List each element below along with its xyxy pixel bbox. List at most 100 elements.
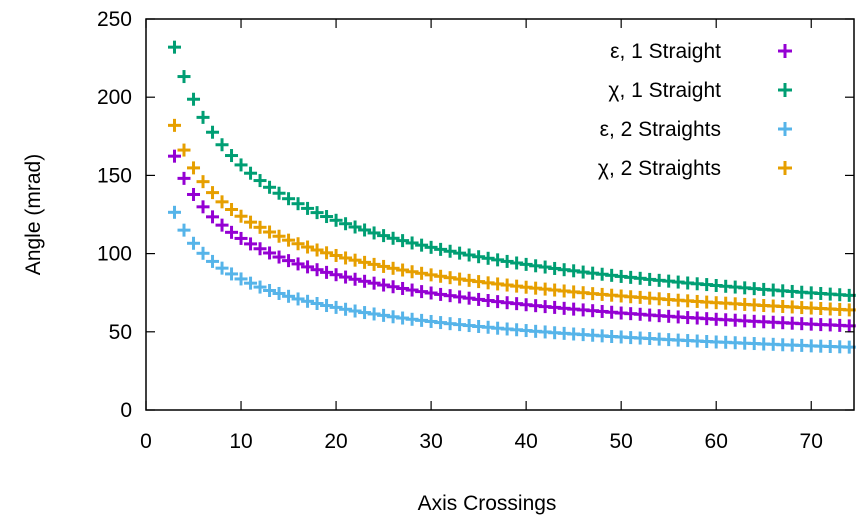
data-point bbox=[415, 266, 429, 280]
data-point bbox=[405, 265, 419, 279]
data-point bbox=[396, 234, 410, 248]
data-point bbox=[358, 255, 372, 269]
data-point bbox=[386, 231, 400, 245]
data-marks bbox=[168, 40, 856, 354]
data-point bbox=[453, 246, 467, 260]
data-point bbox=[310, 263, 324, 277]
data-point bbox=[225, 202, 239, 216]
data-point bbox=[234, 209, 248, 223]
data-point bbox=[367, 276, 381, 290]
data-point bbox=[301, 260, 315, 274]
data-point bbox=[253, 242, 267, 256]
data-point bbox=[291, 292, 305, 306]
data-point bbox=[177, 70, 191, 84]
data-point bbox=[206, 125, 220, 139]
data-point bbox=[282, 192, 296, 206]
data-point bbox=[234, 231, 248, 245]
data-point bbox=[396, 281, 410, 295]
data-point bbox=[263, 284, 277, 298]
data-point bbox=[329, 300, 343, 314]
data-point bbox=[301, 240, 315, 254]
data-point bbox=[310, 243, 324, 257]
x-axis-label: Axis Crossings bbox=[418, 492, 557, 515]
data-point bbox=[377, 259, 391, 273]
y-tick-label: 150 bbox=[97, 164, 132, 187]
data-point bbox=[443, 244, 457, 258]
legend: ε, 1 Straight χ, 1 Straight ε, 2 Straights… bbox=[598, 40, 792, 180]
series-2 bbox=[168, 205, 856, 354]
y-tick-label: 50 bbox=[109, 321, 132, 344]
x-tick-label: 20 bbox=[324, 430, 347, 453]
data-point bbox=[339, 217, 353, 231]
data-point bbox=[215, 261, 229, 275]
data-point bbox=[244, 276, 258, 290]
data-point bbox=[282, 233, 296, 247]
data-point bbox=[272, 186, 286, 200]
data-point bbox=[310, 206, 324, 220]
data-point bbox=[215, 218, 229, 232]
data-point bbox=[348, 220, 362, 234]
data-point bbox=[225, 267, 239, 281]
data-point bbox=[320, 210, 334, 224]
legend-marker bbox=[778, 161, 792, 175]
data-point bbox=[168, 149, 182, 163]
x-tick-label: 30 bbox=[419, 430, 442, 453]
data-point bbox=[320, 299, 334, 313]
data-point bbox=[187, 236, 201, 250]
data-point bbox=[320, 265, 334, 279]
data-point bbox=[206, 254, 220, 268]
data-point bbox=[272, 229, 286, 243]
axis-ticks: 0 50 100 150 200 250 0 10 20 30 40 50 60 70 bbox=[97, 8, 854, 453]
data-point bbox=[177, 171, 191, 185]
data-point bbox=[168, 118, 182, 132]
x-tick-label: 50 bbox=[609, 430, 632, 453]
data-point bbox=[358, 223, 372, 237]
data-point bbox=[348, 272, 362, 286]
data-point bbox=[187, 92, 201, 106]
data-point bbox=[405, 236, 419, 250]
x-tick-label: 40 bbox=[514, 430, 537, 453]
data-point bbox=[339, 270, 353, 284]
y-tick-label: 100 bbox=[97, 243, 132, 266]
data-point bbox=[500, 254, 514, 268]
data-point bbox=[168, 205, 182, 219]
data-point bbox=[282, 254, 296, 268]
data-point bbox=[272, 250, 286, 264]
data-point bbox=[234, 272, 248, 286]
data-point bbox=[329, 268, 343, 282]
data-point bbox=[206, 210, 220, 224]
data-point bbox=[282, 289, 296, 303]
data-point bbox=[434, 242, 448, 256]
data-point bbox=[348, 304, 362, 318]
data-point bbox=[244, 237, 258, 251]
legend-label: ε, 2 Straights bbox=[600, 118, 721, 141]
data-point bbox=[263, 225, 277, 239]
data-point bbox=[367, 257, 381, 271]
data-point bbox=[253, 174, 267, 188]
plot-frame bbox=[145, 18, 855, 411]
data-point bbox=[339, 251, 353, 265]
data-point bbox=[196, 110, 210, 124]
data-point bbox=[215, 138, 229, 152]
data-point bbox=[263, 246, 277, 260]
legend-marker bbox=[778, 44, 792, 58]
data-point bbox=[225, 149, 239, 163]
data-point bbox=[329, 213, 343, 227]
x-tick-label: 10 bbox=[229, 430, 252, 453]
y-tick-label: 250 bbox=[97, 8, 132, 31]
series-1 bbox=[168, 40, 856, 302]
data-point bbox=[253, 220, 267, 234]
data-point bbox=[234, 158, 248, 172]
series-0 bbox=[168, 149, 856, 333]
data-point bbox=[386, 261, 400, 275]
data-point bbox=[168, 40, 182, 54]
legend-marker bbox=[778, 122, 792, 136]
data-point bbox=[386, 280, 400, 294]
data-point bbox=[215, 195, 229, 209]
x-tick-label: 60 bbox=[705, 430, 728, 453]
data-point bbox=[396, 263, 410, 277]
y-tick-label: 0 bbox=[120, 399, 132, 422]
legend-label: χ, 1 Straight bbox=[608, 79, 721, 102]
y-axis-label: Angle (mrad) bbox=[22, 154, 45, 275]
data-point bbox=[244, 215, 258, 229]
